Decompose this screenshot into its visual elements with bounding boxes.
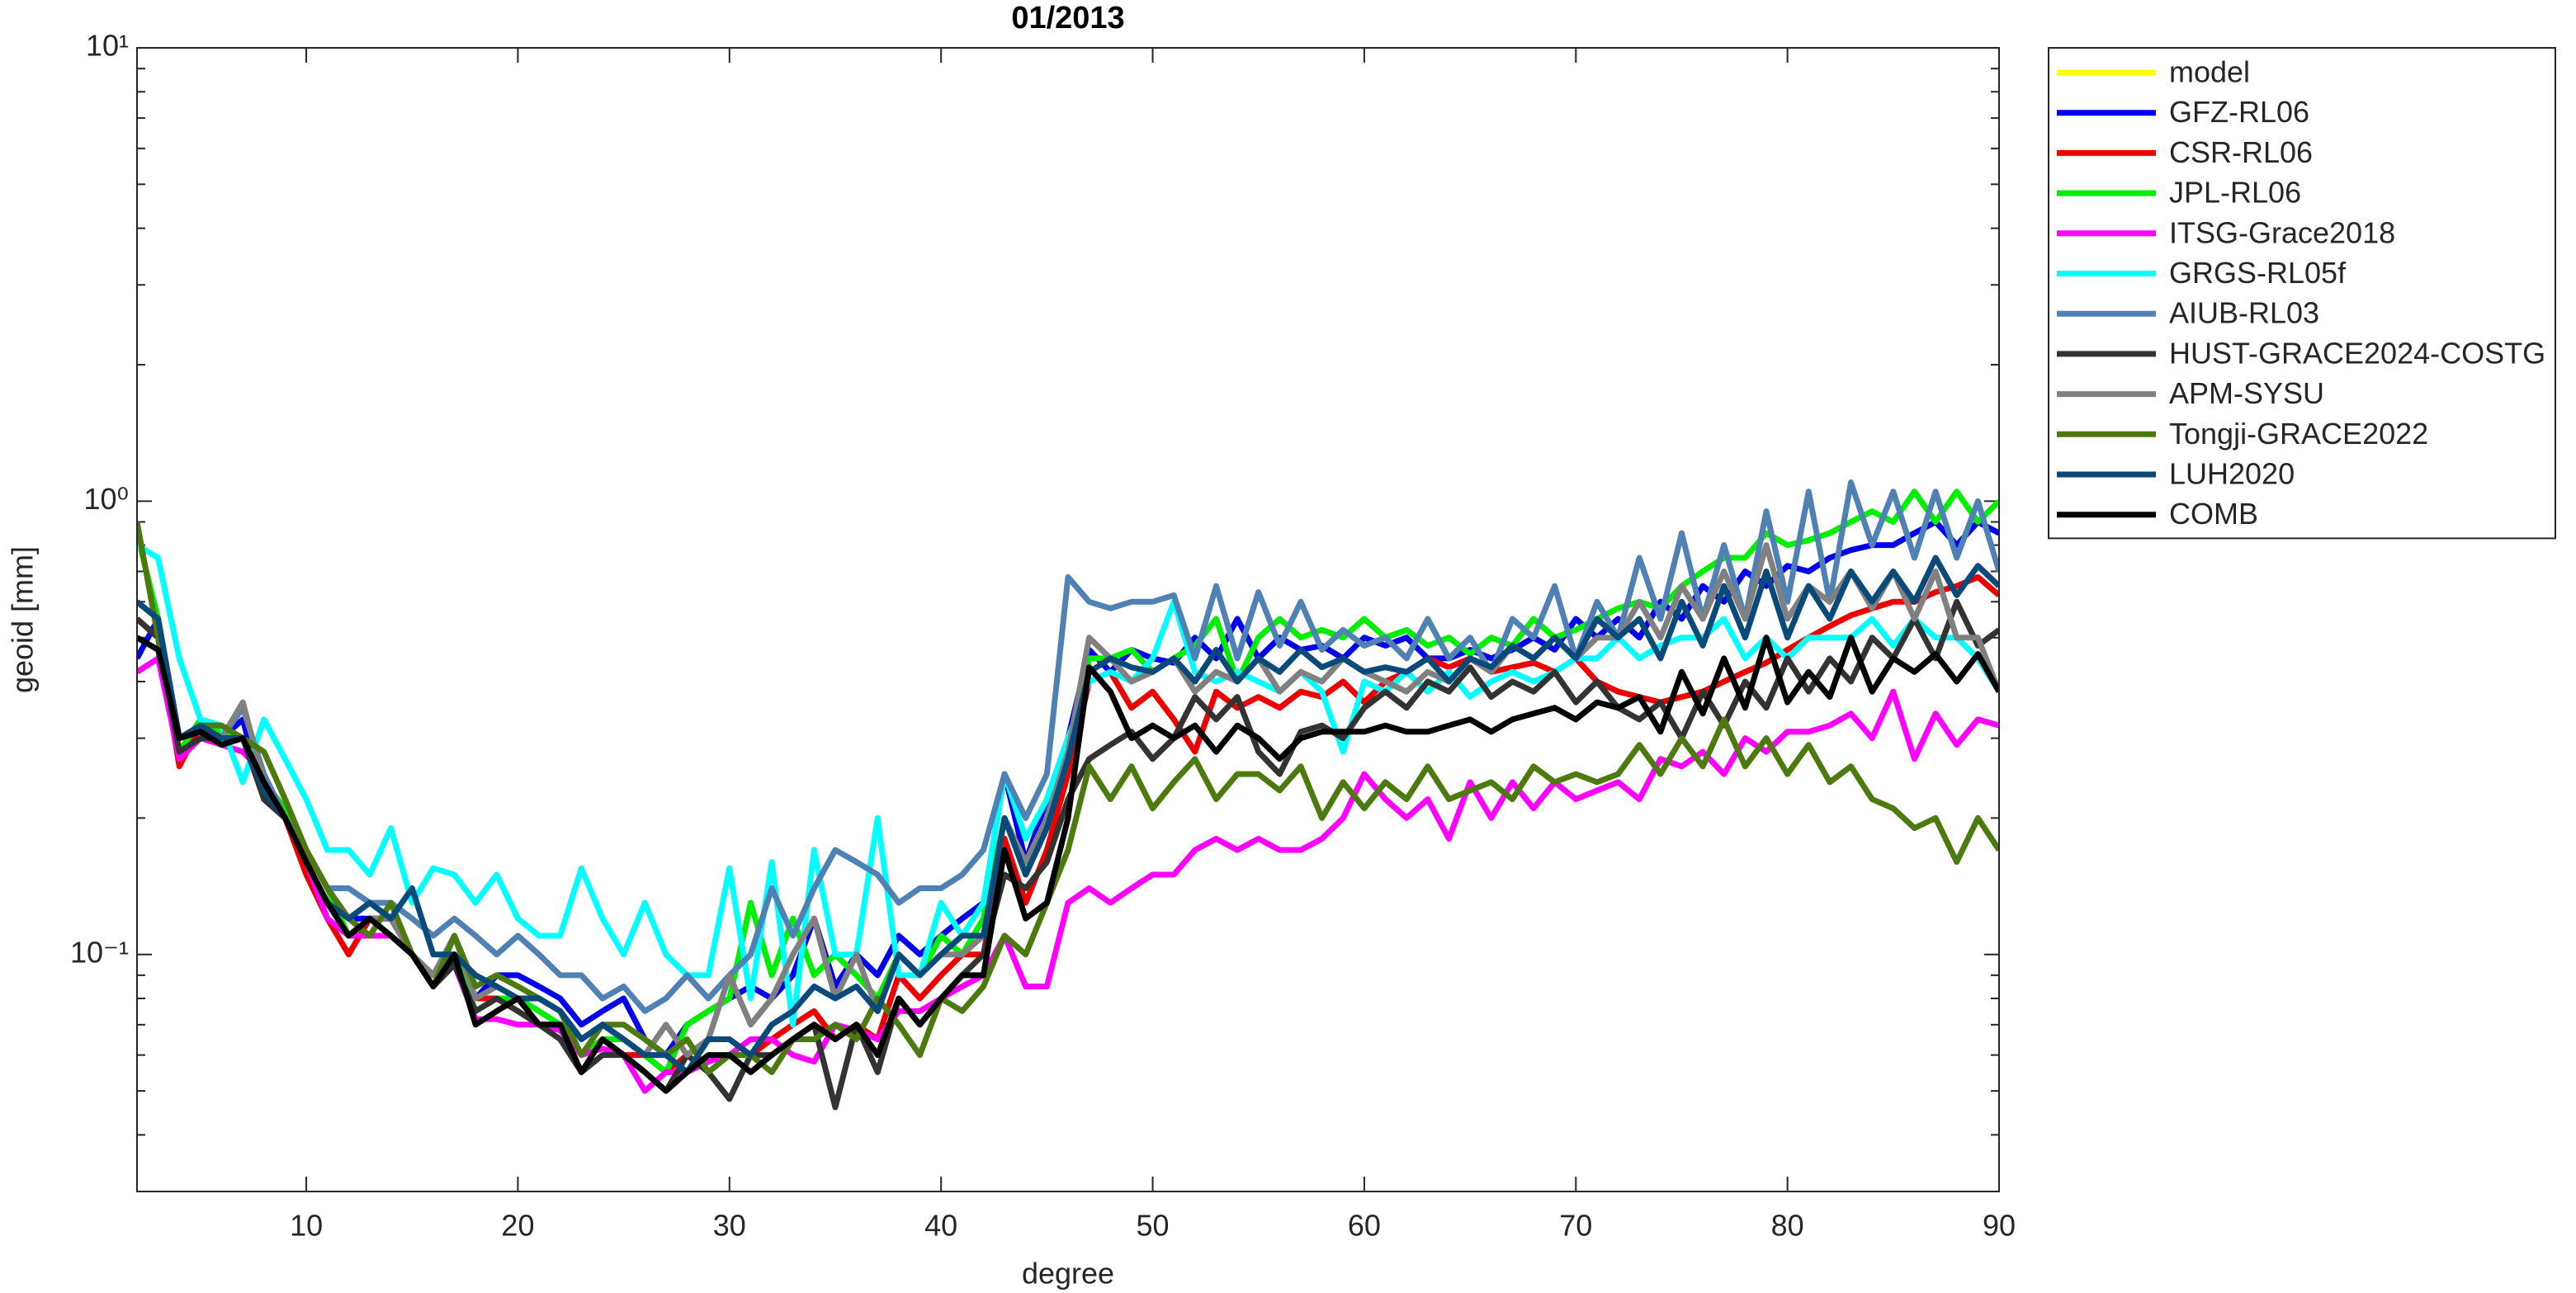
series-group [137,479,1999,1111]
legend: model GFZ-RL06 CSR-RL06 JPL-RL06 ITSG-Grace2… [2048,47,2556,540]
x-tick-label: 80 [1771,1209,1804,1243]
y-tick-label: 10⁻¹ [70,935,129,969]
legend-label: ITSG-Grace2018 [2169,215,2395,249]
series-line [137,635,1999,1094]
x-tick-label: 20 [501,1209,534,1243]
legend-label: HUST-GRACE2024-COSTG [2169,336,2545,370]
series-line [137,479,1999,1014]
x-tick-label: 40 [924,1209,957,1243]
legend-label: Tongji-GRACE2022 [2169,417,2428,451]
y-tick-label: 10¹ [86,29,129,63]
x-tick-label: 30 [713,1209,746,1243]
x-tick-label: 90 [1983,1209,2016,1243]
legend-label: APM-SYSU [2169,376,2324,410]
legend-label: model [2169,55,2250,89]
legend-box [2048,47,2556,540]
legend-label: JPL-RL06 [2169,176,2301,210]
series-line [137,554,1999,1075]
x-tick-label: 50 [1137,1209,1170,1243]
x-tick-label: 10 [290,1209,323,1243]
legend-label: AIUB-RL03 [2169,296,2319,330]
x-tick-label: 60 [1348,1209,1381,1243]
chart-title: 01/2013 [1011,1,1124,35]
axes-box [136,47,2000,1192]
legend-label: LUH2020 [2169,457,2295,491]
legend-label: CSR-RL06 [2169,135,2313,169]
x-tick-label: 70 [1559,1209,1592,1243]
legend-label: COMB [2169,497,2258,531]
x-axis-label: degree [1022,1257,1114,1291]
y-tick-label: 10⁰ [84,482,129,516]
legend-label: GRGS-RL05f [2169,256,2347,290]
y-axis-label: geoid [mm] [6,546,40,693]
legend-label: GFZ-RL06 [2169,95,2309,129]
